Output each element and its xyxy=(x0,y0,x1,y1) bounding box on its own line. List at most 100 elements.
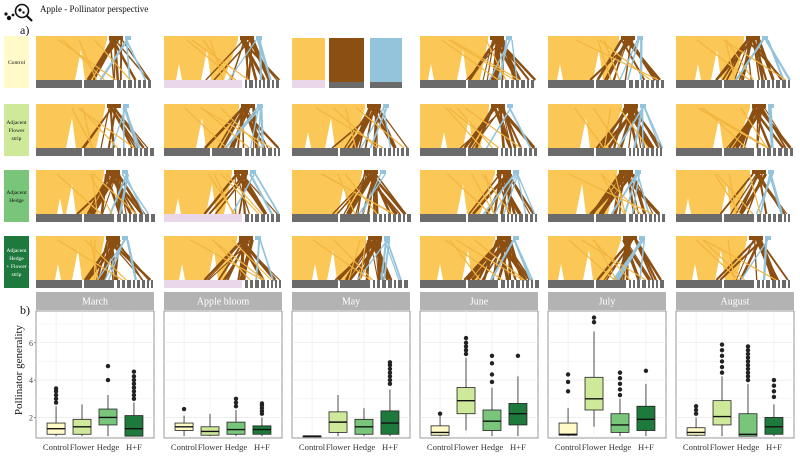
pollinator-bar xyxy=(36,80,82,88)
outlier-point xyxy=(618,370,622,374)
pollinator-bar xyxy=(676,214,722,222)
network-cell xyxy=(164,236,281,288)
outlier-point xyxy=(746,344,750,348)
x-tick-label: Flower xyxy=(198,442,222,452)
x-tick-label: H+F xyxy=(638,442,654,452)
plant-bar-flower xyxy=(497,236,511,240)
plant-bar-hedge xyxy=(123,104,129,108)
facet-title: August xyxy=(721,297,750,308)
x-tick-label: Control xyxy=(555,442,582,452)
pollinator-bar xyxy=(134,80,136,88)
pollinator-bar xyxy=(393,214,396,222)
pollinator-bar xyxy=(292,148,338,156)
x-tick-label: Flower xyxy=(582,442,606,452)
pollinator-bar xyxy=(147,280,149,288)
network-cell xyxy=(164,36,279,88)
pollinator-bar xyxy=(245,280,248,288)
pollinator-bar xyxy=(648,280,650,288)
pollinator-bar xyxy=(128,80,132,88)
plant-bar-apple xyxy=(36,170,104,174)
outlier-point xyxy=(720,365,724,369)
pollinator-bar xyxy=(123,80,126,88)
pollinator-bar xyxy=(768,214,771,222)
network-cell xyxy=(676,236,790,288)
plant-bar-apple xyxy=(420,170,495,174)
box xyxy=(687,428,705,435)
pollinator-bar xyxy=(137,280,140,288)
outlier-point xyxy=(566,389,570,393)
pollinator-bar xyxy=(84,148,114,156)
pollinator-bar xyxy=(788,80,790,88)
pollinator-bar xyxy=(784,214,786,222)
facet-title: March xyxy=(82,297,108,308)
pollinator-bar xyxy=(84,280,114,288)
pollinator-bar xyxy=(164,148,210,156)
pollinator-bar xyxy=(274,148,276,156)
plant-bar-hedge xyxy=(250,170,256,174)
x-tick-label: H+F xyxy=(510,442,526,452)
plant-bar-flower xyxy=(752,104,766,108)
pollinator-bar xyxy=(526,280,529,288)
box xyxy=(713,401,731,425)
pollinator-bar xyxy=(329,82,364,88)
outlier-point xyxy=(772,389,776,393)
pollinator-bar xyxy=(651,80,654,88)
outlier-point xyxy=(772,384,776,388)
pollinator-bar xyxy=(263,80,265,88)
pollinator-bar xyxy=(267,214,269,222)
outlier-point xyxy=(694,404,698,408)
network-cell xyxy=(36,36,151,88)
outlier-point xyxy=(618,387,622,391)
pollinator-bar xyxy=(516,280,520,288)
outlier-point xyxy=(516,354,520,358)
plant-bar-hedge xyxy=(768,104,774,108)
outlier-point xyxy=(720,348,724,352)
pollinator-bar xyxy=(676,80,722,88)
x-tick-label: Hedge xyxy=(353,442,376,452)
plant-bar-flower xyxy=(364,170,378,174)
panel-a-label: a) xyxy=(20,23,29,37)
pollinator-bar xyxy=(535,214,537,222)
box xyxy=(431,426,449,435)
pollinator-bar xyxy=(515,214,517,222)
pollinator-bar xyxy=(384,148,386,156)
panel-b-label: b) xyxy=(20,303,30,317)
pollinator-bar xyxy=(398,280,402,288)
plant-bar-hedge xyxy=(383,104,389,108)
pollinator-bar xyxy=(531,80,534,88)
outlier-point xyxy=(720,359,724,363)
pollinator-bar xyxy=(763,148,765,156)
network-cell xyxy=(420,36,535,88)
pollinator-bar xyxy=(340,148,370,156)
outlier-point xyxy=(490,361,494,365)
pollinator-bar xyxy=(403,214,405,222)
pollinator-bar xyxy=(762,280,764,288)
pollinator-bar xyxy=(373,280,375,288)
box xyxy=(559,423,577,435)
plant-bar-hedge xyxy=(380,170,386,174)
x-tick-label: Hedge xyxy=(225,442,248,452)
pollinator-bar xyxy=(251,148,254,156)
x-tick-label: Hedge xyxy=(609,442,632,452)
outlier-point xyxy=(772,395,776,399)
network-cell xyxy=(164,170,280,222)
plant-bar-flower xyxy=(368,236,382,240)
pollinator-bar xyxy=(662,214,665,222)
outlier-point xyxy=(592,315,596,319)
pollinator-bar xyxy=(507,280,509,288)
pollinator-bar xyxy=(140,148,142,156)
pollinator-bar xyxy=(596,280,626,288)
pollinator-bar xyxy=(373,148,377,156)
pollinator-bar xyxy=(271,214,274,222)
pollinator-bar xyxy=(641,148,644,156)
pollinator-bar xyxy=(245,80,247,88)
pollinator-bar xyxy=(393,148,395,156)
pollinator-bar xyxy=(525,214,528,222)
plant-bar-apple xyxy=(420,36,488,40)
pollinator-bar xyxy=(272,80,274,88)
network-cell xyxy=(676,170,790,222)
pollinator-bar xyxy=(278,148,280,156)
